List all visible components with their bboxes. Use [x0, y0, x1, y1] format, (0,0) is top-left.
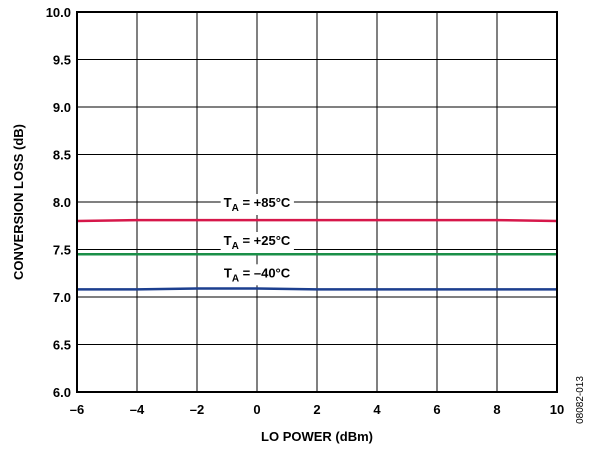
- x-axis-ticks: –6 –4 –2 0 2 4 6 8 10: [70, 402, 564, 417]
- y-tick-label: 9.5: [53, 53, 71, 68]
- y-tick-label: 9.0: [53, 100, 71, 115]
- series-annotation: TA = +85°C: [224, 195, 291, 214]
- series-lines: [76, 218, 558, 291]
- y-tick-label: 8.0: [53, 195, 71, 210]
- annotation-background: [220, 264, 294, 286]
- annotation-background: [220, 232, 294, 253]
- y-tick-label: 6.0: [53, 385, 71, 400]
- figure-code: 08082-013: [575, 376, 586, 424]
- y-axis-title: CONVERSION LOSS (dB): [11, 124, 26, 280]
- series-line: [77, 287, 557, 291]
- series-annotation: TA = –40°C: [224, 265, 291, 284]
- y-tick-label: 6.5: [53, 338, 71, 353]
- x-tick-label: –4: [130, 402, 145, 417]
- y-tick-label: 10.0: [46, 5, 71, 20]
- series-annotation: TA = +25°C: [224, 233, 291, 252]
- y-tick-label: 7.0: [53, 290, 71, 305]
- x-tick-label: 4: [373, 402, 381, 417]
- x-tick-label: 0: [253, 402, 260, 417]
- x-tick-label: 10: [550, 402, 564, 417]
- y-axis-ticks: 6.0 6.5 7.0 7.5 8.0 8.5 9.0 9.5 10.0: [46, 5, 71, 400]
- y-tick-label: 8.5: [53, 148, 71, 163]
- x-axis-title: LO POWER (dBm): [261, 429, 373, 444]
- y-tick-label: 7.5: [53, 243, 71, 258]
- series-line: [76, 218, 558, 223]
- x-tick-label: –2: [190, 402, 204, 417]
- x-tick-label: –6: [70, 402, 84, 417]
- grid-lines: [77, 12, 557, 392]
- plot-frame: [76, 11, 558, 393]
- x-tick-label: 2: [313, 402, 320, 417]
- series-annotations: TA = +85°C TA = +25°C TA = –40°C: [220, 194, 294, 286]
- x-tick-label: 8: [493, 402, 500, 417]
- x-tick-label: 6: [433, 402, 440, 417]
- annotation-background: [220, 194, 294, 215]
